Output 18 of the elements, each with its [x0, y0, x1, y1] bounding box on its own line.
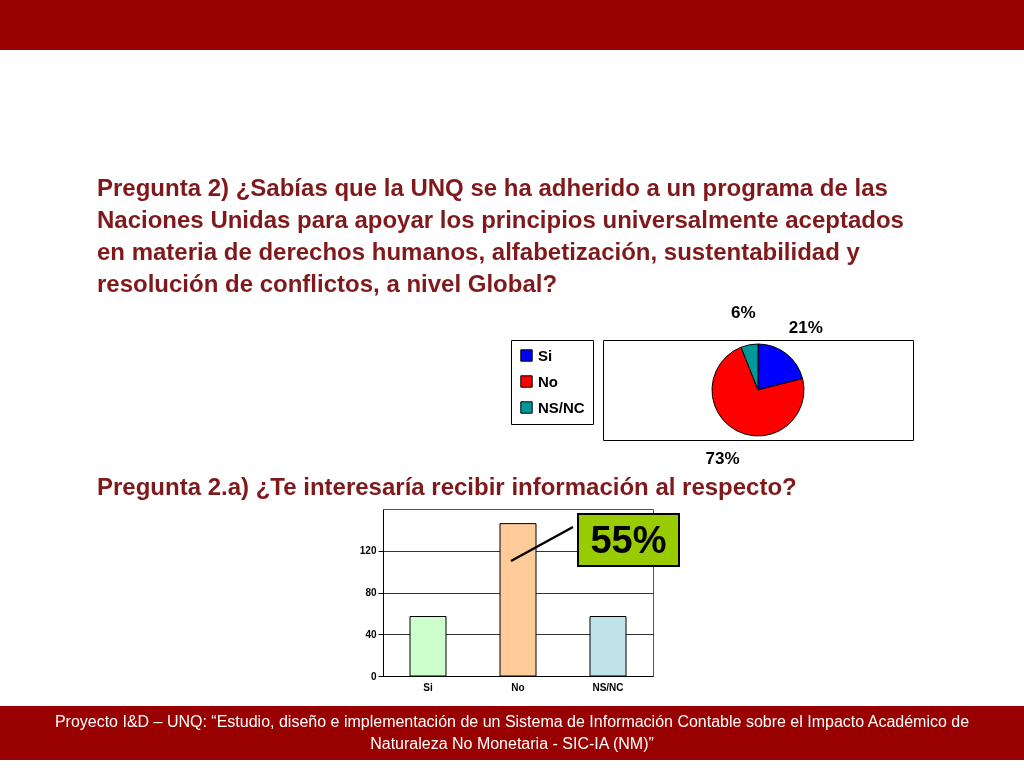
y-tick-label: 80 — [365, 587, 377, 598]
x-tick-label: NS/NC — [592, 681, 624, 693]
legend-label: No — [538, 372, 558, 390]
x-tick-label: Si — [423, 681, 433, 693]
chart-title: Pregunta 2.a) ¿Te interesaría recibir información al respecto? — [97, 472, 798, 502]
pie-slice — [711, 346, 805, 437]
data-label: 21% — [788, 318, 823, 338]
text: Proyecto I&D – UNQ: “Estudio, diseño e implementación de un Sistema de Información Contable sobre el Impacto Académico de Naturaleza No Monetaria - SIC-IA (NM)” — [53, 712, 971, 754]
legend-label: NS/NC — [538, 398, 585, 416]
chart-title: Pregunta 2) ¿Sabías que la UNQ se ha adherido a un programa de las Naciones Unidas para apoyar los principios universalmente aceptados en materia de derechos humanos, alfabetización, sustentabilidad y resolución de conflictos, a nivel Global? — [97, 173, 905, 299]
data-label: 73% — [705, 449, 740, 469]
annotation: 55% — [577, 513, 680, 567]
legend-label: Si — [538, 346, 553, 364]
data-label: 6% — [731, 303, 756, 323]
y-tick-label: 0 — [370, 670, 377, 682]
y-tick-label: 40 — [365, 628, 377, 640]
y-tick-label: 120 — [359, 545, 377, 557]
x-tick-label: No — [511, 681, 525, 693]
